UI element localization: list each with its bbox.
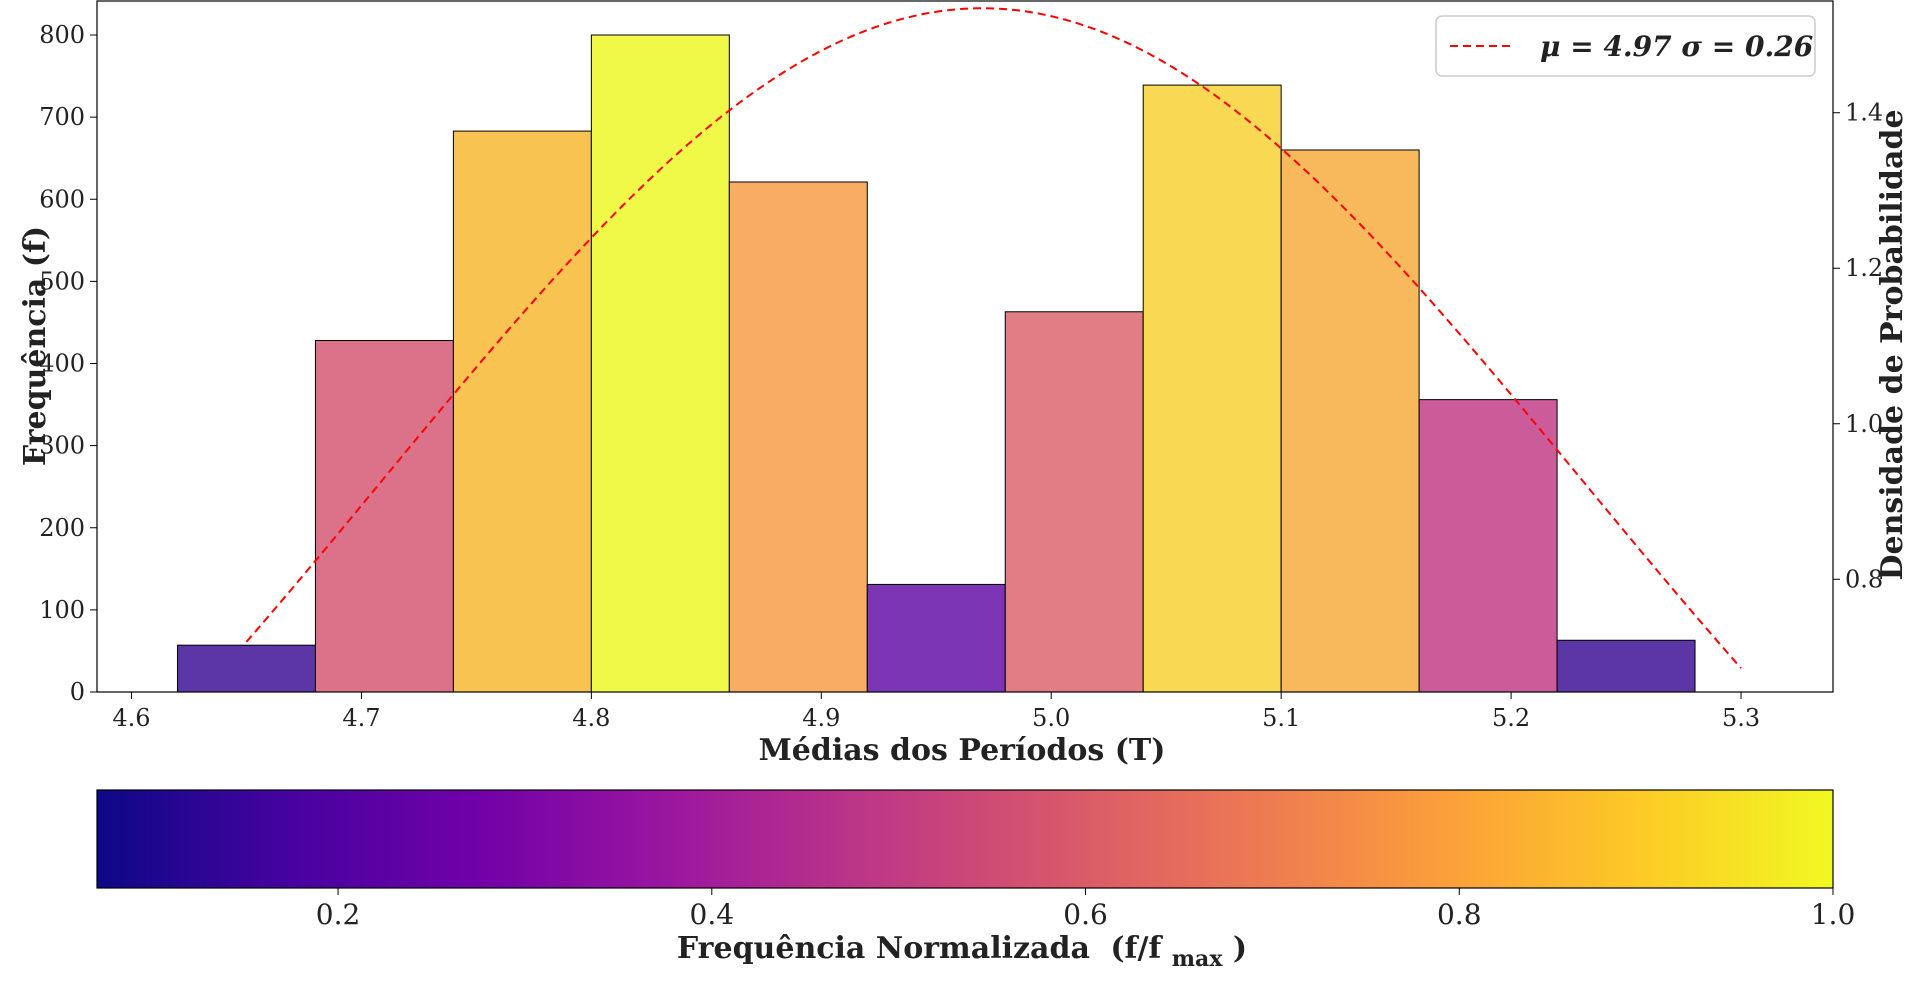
y-tick-label: 700 xyxy=(39,103,85,131)
colorbar-axis: 0.2 0.4 0.6 0.8 1.0 xyxy=(316,888,1855,931)
x-tick-label: 4.6 xyxy=(112,704,150,732)
y-tick-label: 800 xyxy=(39,21,85,49)
colorbar-gradient xyxy=(96,789,1834,889)
colorbar-title-math: (f/f xyxy=(1110,931,1163,966)
x-tick-label: 5.1 xyxy=(1262,704,1300,732)
histogram-bar-5 xyxy=(728,181,868,693)
y2-tick-label: 0.8 xyxy=(1845,565,1883,593)
histogram-bar-10 xyxy=(1418,399,1558,693)
colorbar-title: Frequência Normalizada (f/f max ) xyxy=(677,931,1247,974)
x-tick-label: 5.2 xyxy=(1492,704,1530,732)
colorbar-title-main: Frequência Normalizada xyxy=(677,931,1090,966)
colorbar-tick-label: 1.0 xyxy=(1811,898,1856,931)
x-axis-title: Médias dos Períodos (T) xyxy=(759,733,1166,768)
y-tick-label: 300 xyxy=(39,432,85,460)
legend: μ = 4.97 σ = 0.26 xyxy=(1435,15,1816,77)
x-tick-label: 4.8 xyxy=(572,704,610,732)
bars-layer xyxy=(176,34,1696,693)
colorbar-tick-label: 0.6 xyxy=(1063,898,1108,931)
colorbar-tick-label: 0.4 xyxy=(690,898,735,931)
y-axis-title: Frequência (f) xyxy=(18,226,53,466)
x-tick-label: 5.0 xyxy=(1032,704,1070,732)
histogram-bar-8 xyxy=(1142,84,1282,693)
histogram-bar-2 xyxy=(314,340,454,693)
histogram-bar-4 xyxy=(590,34,730,693)
plot-frame xyxy=(96,0,1834,693)
y2-axis: 0.8 1.0 1.2 1.4 xyxy=(1833,99,1883,593)
x-tick-label: 4.9 xyxy=(802,704,840,732)
histogram-bar-9 xyxy=(1280,149,1420,693)
legend-entry: μ = 4.97 σ = 0.26 xyxy=(1540,30,1813,63)
y-axis: 0 100 200 300 400 500 600 700 800 xyxy=(39,21,97,706)
histogram-bar-6 xyxy=(866,583,1006,693)
y2-tick-label: 1.0 xyxy=(1845,410,1883,438)
y2-tick-label: 1.4 xyxy=(1845,99,1883,127)
x-tick-label: 5.3 xyxy=(1722,704,1760,732)
histogram-bar-1 xyxy=(176,644,316,693)
x-axis: 4.6 4.7 4.8 4.9 5.0 5.1 5.2 5.3 xyxy=(112,692,1760,732)
y-tick-label: 400 xyxy=(39,350,85,378)
histogram-bar-7 xyxy=(1004,311,1144,693)
y-tick-label: 600 xyxy=(39,185,85,213)
histogram-bar-3 xyxy=(452,130,592,693)
y2-axis-title: Densidade de Probabilidade xyxy=(1875,109,1910,580)
histogram-bar-11 xyxy=(1556,639,1696,693)
y-tick-label: 200 xyxy=(39,514,85,542)
normal-fit-curve xyxy=(245,7,1742,669)
y-tick-label: 0 xyxy=(70,678,85,706)
y-tick-label: 500 xyxy=(39,267,85,295)
legend-box xyxy=(1435,15,1816,77)
x-tick-label: 4.7 xyxy=(342,704,380,732)
colorbar: 0.2 0.4 0.6 0.8 1.0 Frequência Normalizada (… xyxy=(96,789,1855,974)
colorbar-title-sub: max xyxy=(1172,946,1224,972)
y-tick-label: 100 xyxy=(39,596,85,624)
colorbar-tick-label: 0.8 xyxy=(1437,898,1482,931)
y2-tick-label: 1.2 xyxy=(1845,254,1883,282)
colorbar-tick-label: 0.2 xyxy=(316,898,361,931)
colorbar-title-close: ) xyxy=(1233,931,1247,966)
